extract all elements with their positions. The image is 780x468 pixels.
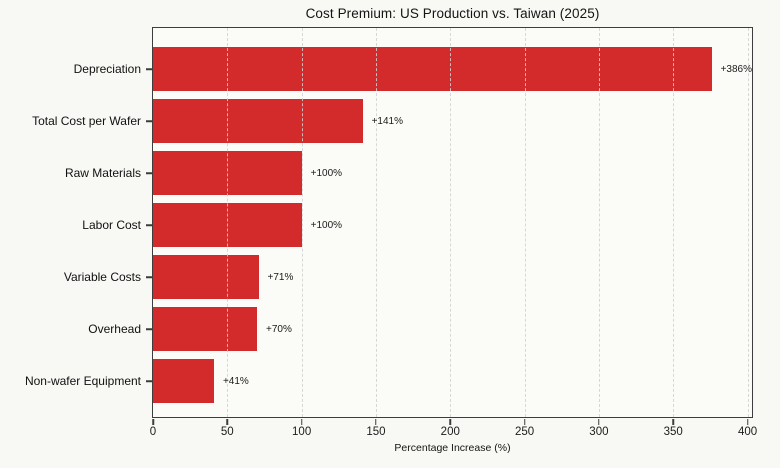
value-label: +70% — [266, 323, 292, 335]
x-tick-mark — [523, 418, 526, 425]
bar — [153, 307, 258, 351]
y-tick-mark — [145, 380, 152, 382]
y-tick-mark — [145, 120, 152, 122]
x-tick-label: 350 — [663, 426, 683, 438]
x-tick-mark — [226, 418, 229, 425]
value-label: +100% — [310, 219, 343, 231]
category-label: Variable Costs — [63, 270, 141, 284]
category-label: Total Cost per Wafer — [32, 114, 141, 128]
value-label: +100% — [310, 167, 343, 179]
value-label: +386% — [720, 63, 752, 75]
bar-row: Raw Materials +100% — [65, 147, 752, 199]
category-label: Depreciation — [73, 62, 141, 76]
x-tick-label: 0 — [149, 426, 157, 438]
x-tick-mark — [598, 418, 600, 425]
bar — [153, 359, 214, 403]
x-tick-mark — [152, 418, 154, 425]
category-label: Labor Cost — [82, 218, 141, 232]
value-label: +41% — [222, 375, 249, 387]
x-tick-mark — [746, 418, 749, 425]
x-tick-label: 100 — [292, 426, 312, 438]
bar — [153, 203, 302, 247]
bar-row: Non-wafer Equipment +41% — [25, 355, 752, 407]
category-label: Overhead — [88, 322, 141, 336]
y-tick-mark — [145, 276, 152, 278]
bar-row: Overhead +70% — [88, 303, 752, 355]
x-tick-label: 300 — [589, 426, 609, 438]
category-label: Raw Materials — [64, 166, 141, 180]
y-tick-mark — [145, 224, 152, 226]
plot-area: Depreciation +386% Total Cost per Wafer +14… — [25, 27, 757, 454]
chart-title: Cost Premium: US Production vs. Taiwan (… — [305, 6, 600, 21]
x-tick-mark — [300, 418, 303, 425]
y-tick-mark — [145, 172, 152, 174]
value-label: +71% — [267, 271, 294, 283]
category-label: Non-wafer Equipment — [24, 374, 141, 388]
x-tick-label: 200 — [440, 426, 460, 438]
value-label: +141% — [371, 115, 403, 127]
x-tick-mark — [449, 418, 452, 425]
bar — [153, 151, 302, 195]
x-tick-label: 50 — [220, 426, 234, 438]
x-tick-mark — [375, 418, 377, 425]
bar — [153, 255, 259, 299]
bar — [153, 47, 712, 91]
bar — [153, 99, 363, 143]
bar-row: Labor Cost +100% — [82, 199, 752, 251]
x-tick-label: 250 — [514, 426, 535, 438]
x-tick-mark — [672, 418, 674, 425]
x-axis-label: Percentage Increase (%) — [394, 442, 511, 454]
bar-row: Depreciation +386% — [74, 43, 752, 95]
bar-row: Total Cost per Wafer +141% — [32, 95, 752, 147]
bars-area: Depreciation +386% Total Cost per Wafer +14… — [25, 28, 752, 417]
bar-row: Variable Costs +71% — [64, 251, 752, 303]
x-tick-label: 400 — [737, 426, 758, 438]
y-tick-mark — [145, 68, 152, 70]
x-tick-label: 150 — [366, 426, 386, 438]
y-tick-mark — [145, 328, 152, 330]
